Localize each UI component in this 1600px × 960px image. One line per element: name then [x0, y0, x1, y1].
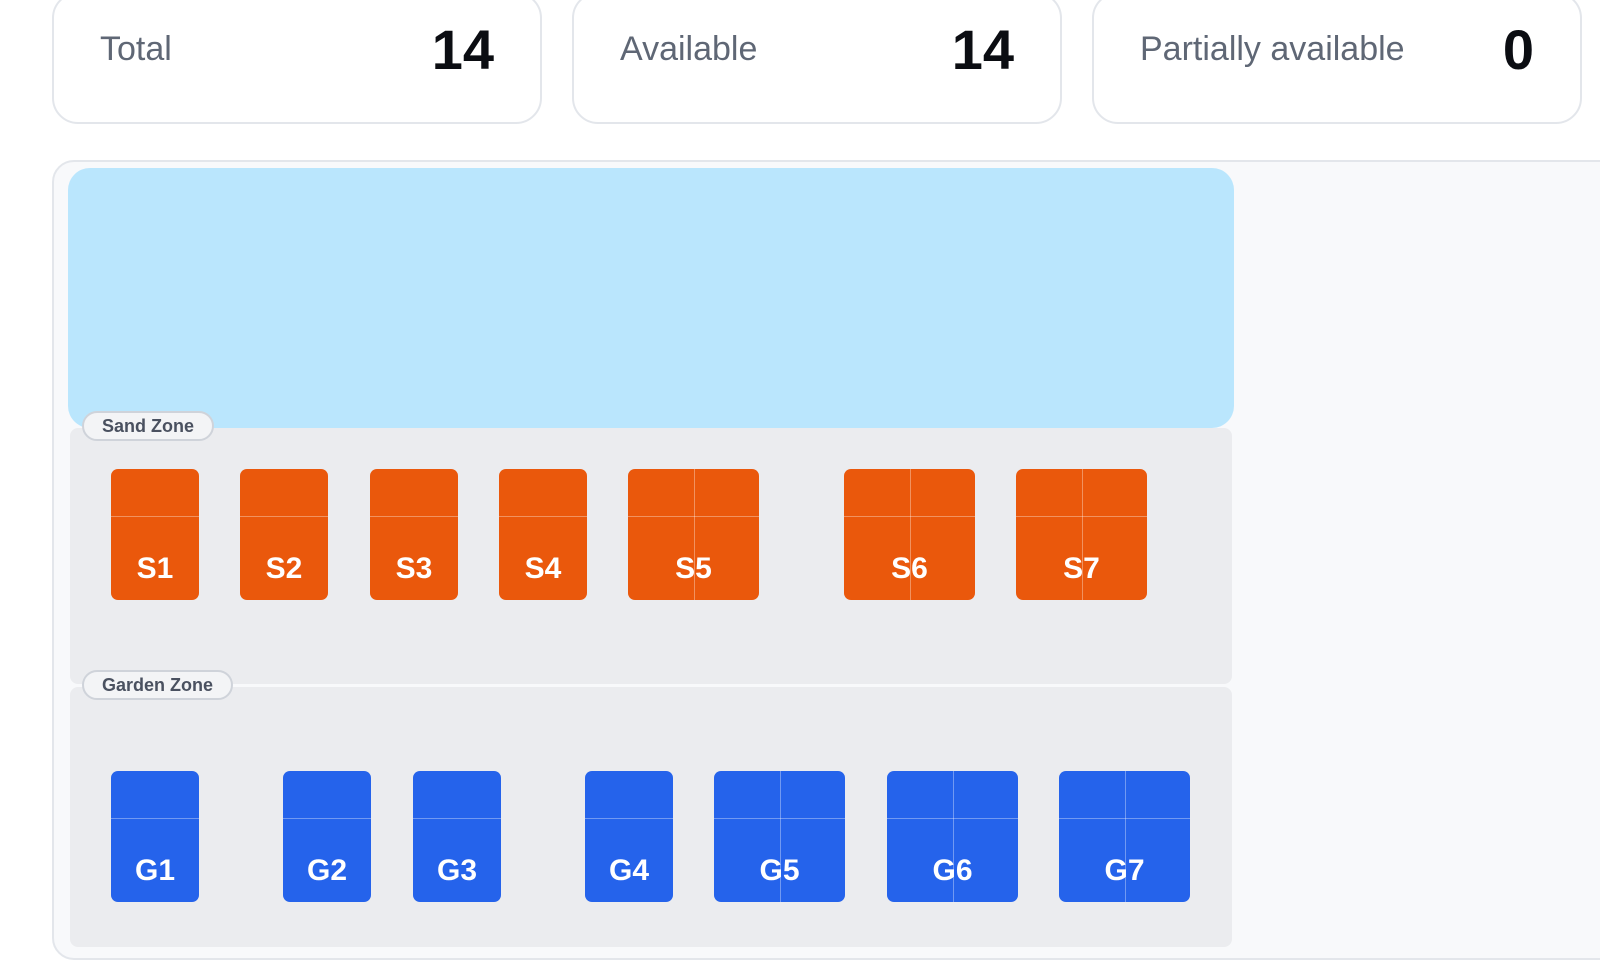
spot-divider [1059, 818, 1190, 819]
spot-divider [499, 516, 587, 517]
spot-g1[interactable]: G1 [111, 771, 199, 902]
water-area [68, 168, 1234, 428]
spot-label: S3 [395, 552, 433, 585]
spot-divider [585, 818, 673, 819]
spot-g5[interactable]: G5 [714, 771, 845, 902]
stat-value: 0 [1502, 17, 1534, 81]
spot-divider [952, 771, 954, 902]
spot-label: G4 [608, 854, 650, 887]
stat-card-total: Total 14 [52, 0, 542, 124]
garden-zone-label: Garden Zone [82, 670, 234, 700]
spot-label: G3 [436, 854, 478, 887]
spot-divider [779, 771, 781, 902]
spot-label: G7 [1104, 854, 1145, 887]
spot-label: S1 [136, 552, 174, 585]
spot-divider [111, 818, 199, 819]
stat-card-available: Available 14 [572, 0, 1062, 124]
spot-g6[interactable]: G6 [887, 771, 1018, 902]
spot-label: S5 [675, 552, 712, 585]
spot-label: S6 [891, 552, 928, 585]
spot-divider [628, 516, 759, 517]
stats-row: Total 14 Available 14 Partially availabl… [52, 0, 1582, 124]
spot-s2[interactable]: S2 [240, 469, 328, 600]
spot-label: G2 [306, 854, 348, 887]
stat-card-partially-available: Partially available 0 [1092, 0, 1582, 124]
spot-label: G6 [932, 854, 973, 887]
spot-divider [283, 818, 371, 819]
spot-divider [844, 516, 975, 517]
spot-s3[interactable]: S3 [370, 469, 458, 600]
sand-zone-label: Sand Zone [82, 411, 215, 441]
spot-s7[interactable]: S7 [1016, 469, 1147, 600]
spot-label: S2 [265, 552, 303, 585]
spot-divider [714, 818, 845, 819]
spot-label: S7 [1063, 552, 1100, 585]
spot-s5[interactable]: S5 [628, 469, 759, 600]
spot-label: G5 [759, 854, 800, 887]
stat-value: 14 [951, 17, 1014, 81]
spot-s4[interactable]: S4 [499, 469, 587, 600]
spot-divider [413, 818, 501, 819]
spot-divider [693, 469, 695, 600]
spot-g2[interactable]: G2 [283, 771, 371, 902]
spot-label: S4 [524, 552, 562, 585]
spot-divider [909, 469, 911, 600]
spot-divider [1081, 469, 1083, 600]
spot-divider [111, 516, 199, 517]
spot-divider [1016, 516, 1147, 517]
spot-g4[interactable]: G4 [585, 771, 673, 902]
spot-g3[interactable]: G3 [413, 771, 501, 902]
stat-value: 14 [431, 17, 494, 81]
spot-divider [887, 818, 1018, 819]
spot-s1[interactable]: S1 [111, 469, 199, 600]
stat-label: Total [100, 29, 172, 68]
spot-divider [240, 516, 328, 517]
stat-label: Partially available [1140, 29, 1405, 68]
spot-label: G1 [134, 854, 176, 887]
spot-divider [1124, 771, 1126, 902]
spot-s6[interactable]: S6 [844, 469, 975, 600]
spot-divider [370, 516, 458, 517]
spot-g7[interactable]: G7 [1059, 771, 1190, 902]
stat-label: Available [620, 29, 758, 68]
